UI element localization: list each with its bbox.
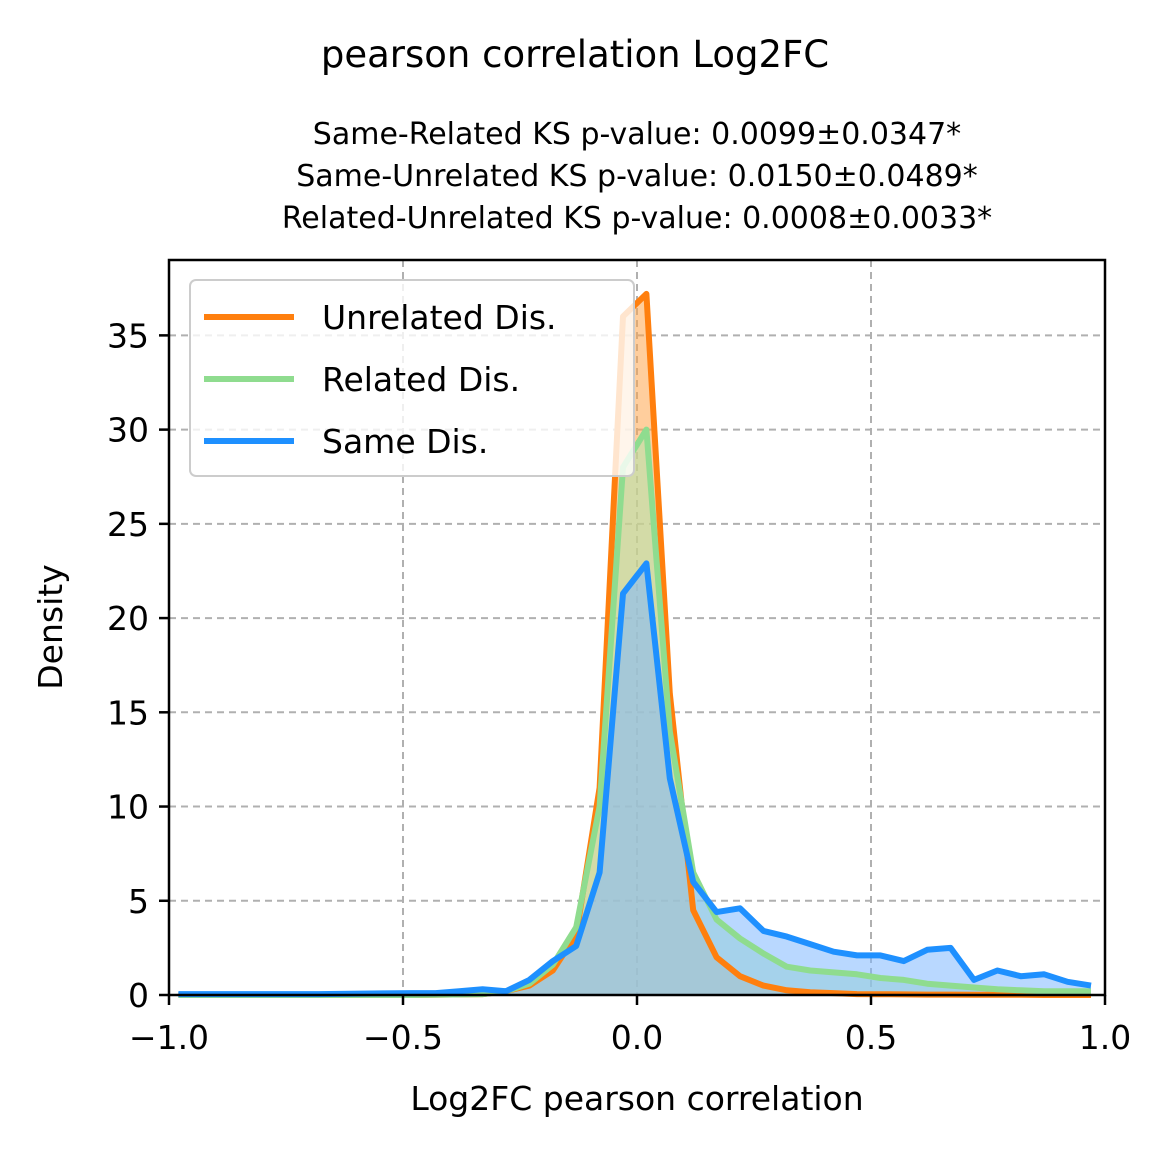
legend-label-0: Unrelated Dis.	[322, 298, 557, 337]
y-tick-label-6: 30	[107, 411, 149, 450]
y-axis-label: Density	[31, 564, 70, 689]
legend-label-1: Related Dis.	[322, 360, 520, 399]
line-same-dis	[178, 560, 1092, 998]
x-axis-ticks: −1.0 −0.5 0.0 0.5 1.0	[129, 995, 1131, 1057]
legend-label-2: Same Dis.	[322, 422, 488, 461]
x-tick-label-0: −1.0	[129, 1018, 209, 1057]
legend-box	[189, 279, 635, 477]
subtitle-line-1: Same-Related KS p-value: 0.0099±0.0347*	[313, 117, 961, 152]
x-axis-label: Log2FC pearson correlation	[410, 1079, 863, 1118]
y-tick-label-5: 25	[107, 505, 149, 544]
series-areas	[178, 293, 1092, 996]
y-tick-label-1: 5	[128, 882, 149, 921]
x-tick-label-2: 0.0	[611, 1018, 663, 1057]
y-tick-label-0: 0	[128, 976, 149, 1015]
y-tick-label-2: 10	[107, 788, 149, 827]
area-same-dis	[178, 563, 1092, 995]
y-tick-label-3: 15	[107, 693, 149, 732]
x-tick-label-4: 1.0	[1079, 1018, 1131, 1057]
y-axis-ticks: 0 5 10 15 20 25 30 35	[107, 316, 169, 1015]
x-tick-label-3: 0.5	[845, 1018, 897, 1057]
x-tick-label-1: −0.5	[363, 1018, 443, 1057]
subtitle-line-3: Related-Unrelated KS p-value: 0.0008±0.0…	[282, 201, 992, 236]
y-tick-label-7: 35	[107, 316, 149, 355]
legend: Unrelated Dis. Related Dis. Same Dis.	[189, 279, 635, 477]
y-tick-label-4: 20	[107, 599, 149, 638]
chart-title: pearson correlation Log2FC	[321, 33, 829, 76]
subtitle-line-2: Same-Unrelated KS p-value: 0.0150±0.0489…	[296, 159, 978, 194]
